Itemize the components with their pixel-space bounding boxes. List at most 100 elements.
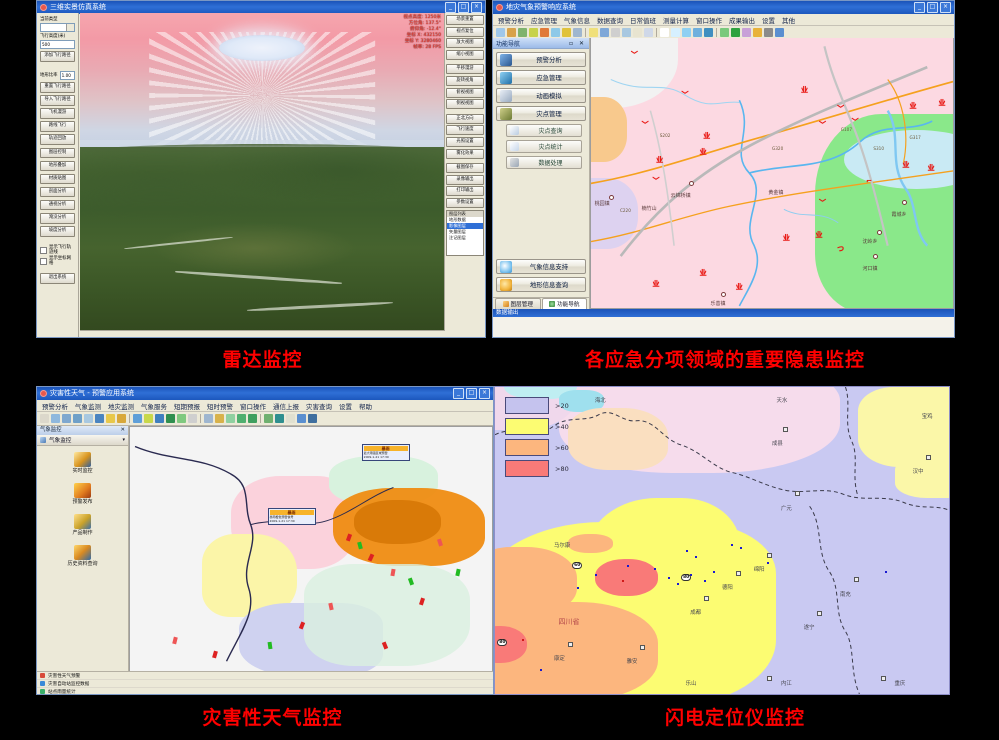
toolbar-icon-14[interactable] xyxy=(204,414,213,423)
toolbar-icon-24[interactable] xyxy=(775,28,784,37)
radar-btn-9[interactable]: 通视分析 xyxy=(40,199,75,211)
checkbox-box[interactable] xyxy=(40,246,47,254)
menu-item-7[interactable]: 成果输出 xyxy=(729,16,755,25)
window-controls[interactable]: _ □ × xyxy=(914,2,951,13)
view-btn-5[interactable]: 旋转视角 xyxy=(446,75,484,86)
toolbar-icon-2[interactable] xyxy=(518,28,527,37)
close-icon[interactable]: × xyxy=(479,388,490,399)
maximize-icon[interactable]: □ xyxy=(458,2,469,13)
view-btn-3[interactable]: 缩小视图 xyxy=(446,49,484,60)
minimize-icon[interactable]: _ xyxy=(914,2,925,13)
menu-item-4[interactable]: 日常值班 xyxy=(630,16,656,25)
hazard-symbol[interactable]: 业 xyxy=(699,147,707,156)
toolbar-icon-8[interactable] xyxy=(133,414,142,423)
show-track-checkbox[interactable]: 显示飞行轨迹线 xyxy=(40,245,75,255)
toolbar-icon-13[interactable] xyxy=(644,28,653,37)
hazard-symbol[interactable]: ﹀ xyxy=(819,199,827,207)
toolbar-icon-6[interactable] xyxy=(562,28,571,37)
menu-item-5[interactable]: 测量计算 xyxy=(663,16,689,25)
checkbox-box[interactable] xyxy=(40,257,47,265)
toolbar-icon-15[interactable] xyxy=(671,28,680,37)
sw-menu-item-3[interactable]: 气象服务 xyxy=(141,402,167,411)
sw-foot-row-0[interactable]: 灾害性天气预警 xyxy=(37,672,493,680)
menu-item-8[interactable]: 设置 xyxy=(762,16,775,25)
hazard-symbol[interactable]: 业 xyxy=(699,269,707,278)
toolbar-icon-9[interactable] xyxy=(144,414,153,423)
layer-item-2[interactable]: 矢量图层 xyxy=(449,228,466,234)
toolbar-icon-16[interactable] xyxy=(226,414,235,423)
view-btn-4[interactable]: 平移漫游 xyxy=(446,64,484,75)
view-btn-6[interactable]: 俯视视图 xyxy=(446,87,484,98)
toolbar-icon-16[interactable] xyxy=(682,28,691,37)
nav-tabs[interactable]: 图层管理 功能导航 xyxy=(493,297,589,309)
view-btn-12[interactable]: 截图保存 xyxy=(446,163,484,174)
radar-btn-4[interactable]: 轨迹回放 xyxy=(40,134,75,145)
view-btn-13[interactable]: 录像输出 xyxy=(446,174,484,185)
exit-button[interactable]: 退出系统 xyxy=(40,273,75,284)
sw-menu-item-7[interactable]: 通信上报 xyxy=(273,402,299,411)
toolbar-icon-7[interactable] xyxy=(117,414,126,423)
sw-menu-item-5[interactable]: 短时预警 xyxy=(207,402,233,411)
toolbar-icon-20[interactable] xyxy=(275,414,284,423)
radar-btn-0[interactable]: 重置飞行路径 xyxy=(40,82,75,93)
radar-btn-5[interactable]: 图层控制 xyxy=(40,147,75,159)
sw-foot-row-1[interactable]: 灾害自动站监控数据 xyxy=(37,680,493,688)
toolbar-icon-4[interactable] xyxy=(84,414,93,423)
toolbar-icon-19[interactable] xyxy=(264,414,273,423)
nav-header-buttons[interactable]: ▫ ✕ xyxy=(568,39,586,47)
view-btn-0[interactable]: 场景重置 xyxy=(446,15,484,25)
close-icon[interactable]: ✕ xyxy=(120,427,125,433)
nav-button-hazard-manage[interactable]: 灾点管理 xyxy=(496,106,586,121)
sw-menu-item-9[interactable]: 设置 xyxy=(339,402,352,411)
menu-item-3[interactable]: 数据查询 xyxy=(597,16,623,25)
toolbar-icon-22[interactable] xyxy=(297,414,306,423)
station-marker[interactable] xyxy=(390,568,396,576)
radar-btn-6[interactable]: 地形叠加 xyxy=(40,160,75,172)
close-icon[interactable]: × xyxy=(471,2,482,13)
hazard-symbol[interactable]: ﹀ xyxy=(641,120,649,129)
toolbar-icon-23[interactable] xyxy=(308,414,317,423)
altitude-input[interactable]: 500 xyxy=(40,40,75,49)
maximize-icon[interactable]: □ xyxy=(466,388,477,399)
toolbar-icon-14[interactable] xyxy=(660,28,669,37)
toolbar-icon-6[interactable] xyxy=(106,414,115,423)
tab-function-nav[interactable]: 功能导航 xyxy=(541,298,587,309)
view-btn-7[interactable]: 侧视视图 xyxy=(446,99,484,110)
toolbar-icon-21[interactable] xyxy=(742,28,751,37)
toolbar-icon-0[interactable] xyxy=(40,414,49,423)
hazard-symbol[interactable]: つ xyxy=(837,244,845,253)
hazard-symbol[interactable]: 业 xyxy=(782,234,790,243)
toolbar-icon-2[interactable] xyxy=(62,414,71,423)
sw-menubar[interactable]: 预警分析 气象监测 地灾监测 气象服务 短期预报 短时预警 窗口操作 通信上报 … xyxy=(37,400,493,412)
tab-layer-manage[interactable]: 图层管理 xyxy=(495,298,541,309)
toolbar-icon-21[interactable] xyxy=(286,414,295,423)
radar-btn-8[interactable]: 剖面分析 xyxy=(40,186,75,198)
toolbar-icon-11[interactable] xyxy=(622,28,631,37)
radar-3d-viewport[interactable]: 视点高度: 1250米 方位角: 137.5° 俯仰角: -12.4° 坐标 X… xyxy=(80,13,444,331)
hazard-symbol[interactable]: ﹀ xyxy=(630,50,638,59)
chevron-down-icon[interactable]: ▾ xyxy=(122,437,125,443)
sw-item-product[interactable]: 产品制作 xyxy=(37,514,128,536)
hazard-symbol[interactable]: 业 xyxy=(800,85,808,94)
menu-item-9[interactable]: 其他 xyxy=(782,16,795,25)
toolbar-icon-11[interactable] xyxy=(166,414,175,423)
toolbar-icon-9[interactable] xyxy=(600,28,609,37)
sw-menu-item-10[interactable]: 帮助 xyxy=(359,402,372,411)
sw-menu-item-4[interactable]: 短期预报 xyxy=(174,402,200,411)
view-btn-14[interactable]: 打印输出 xyxy=(446,186,484,197)
minimize-icon[interactable]: _ xyxy=(445,2,456,13)
hazard-map-canvas[interactable]: ﹀ ﹀ 业 ﹀ 业 业 ﹀ 业 ﹀ ﹀ 业 业 ﹀ 业 业 ⌐ ﹀ 业 业 つ xyxy=(590,38,954,309)
alert-callout-2[interactable]: 暴雨 暴雨橙色预警信号 2009-1-21 17:30 xyxy=(267,507,316,525)
toolbar-icon-8[interactable] xyxy=(589,28,598,37)
minimize-icon[interactable]: _ xyxy=(453,388,464,399)
type-combo[interactable] xyxy=(40,23,75,32)
toolbar-icon-23[interactable] xyxy=(764,28,773,37)
toolbar-icon-7[interactable] xyxy=(573,28,582,37)
toolbar-icon-3[interactable] xyxy=(529,28,538,37)
toolbar-icon-17[interactable] xyxy=(237,414,246,423)
hazard-symbol[interactable]: ﹀ xyxy=(819,120,827,129)
toolbar-icon-22[interactable] xyxy=(753,28,762,37)
layer-item-3[interactable]: 注记图层 xyxy=(449,234,466,240)
nav-button-animation-sim[interactable]: 动画模拟 xyxy=(496,88,586,103)
menu-item-1[interactable]: 应急管理 xyxy=(531,16,557,25)
